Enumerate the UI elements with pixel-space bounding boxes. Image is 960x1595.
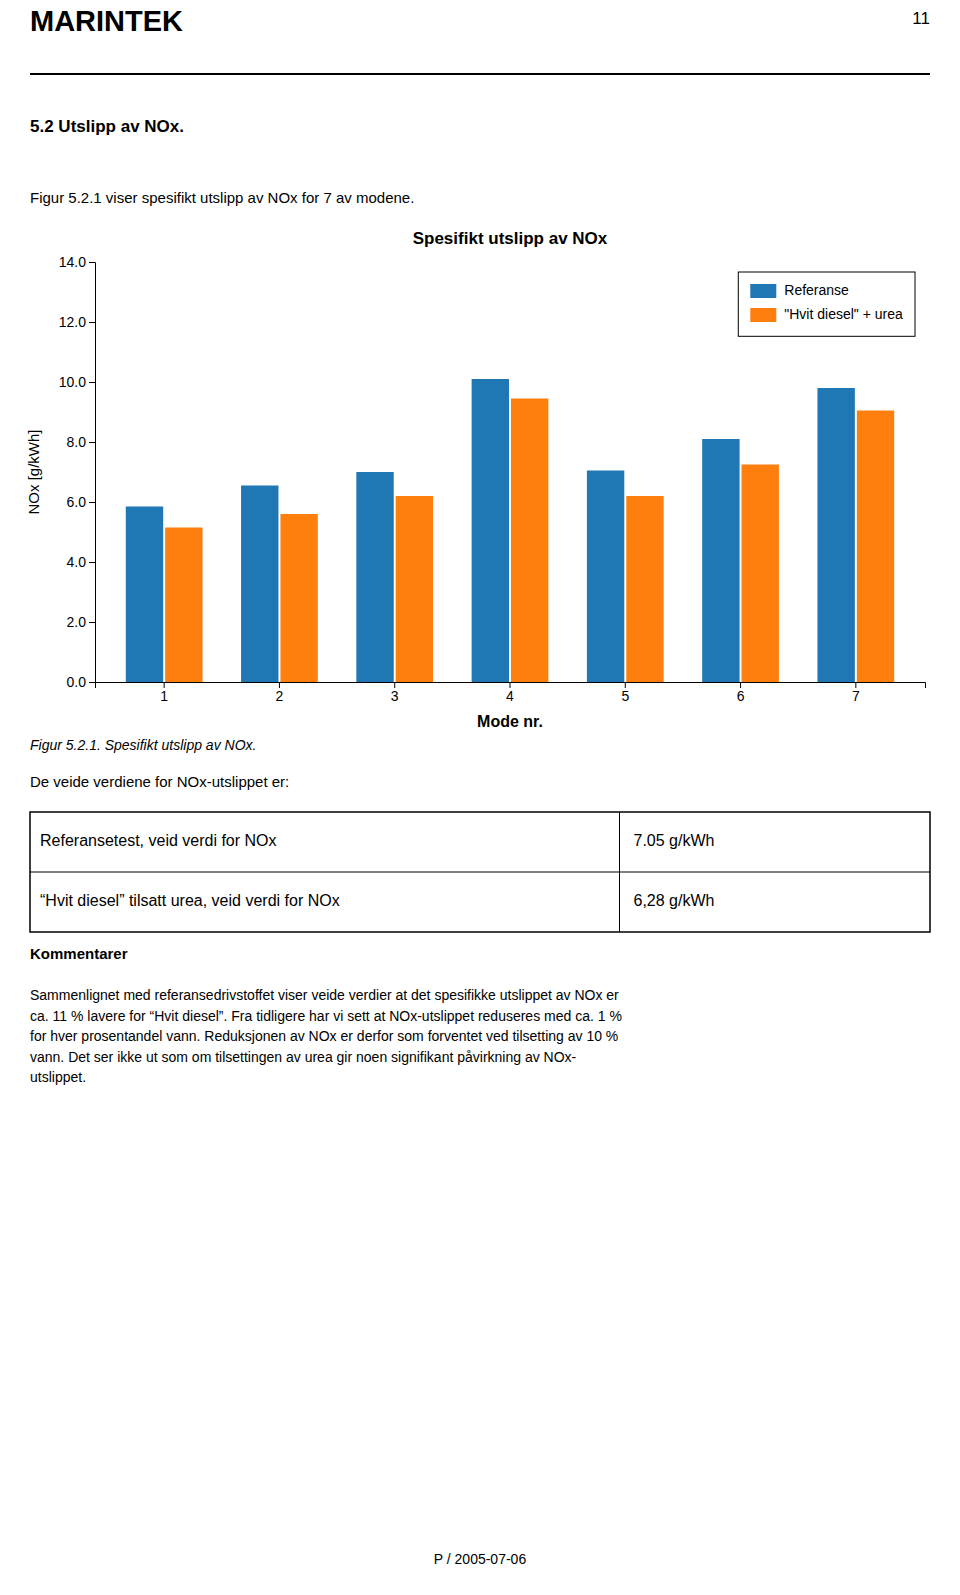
- section-heading: 5.2 Utslipp av NOx.: [30, 117, 184, 136]
- x-tick: 3: [391, 682, 399, 704]
- bar: [472, 379, 509, 682]
- comments-line: Sammenlignet med referansedrivstoffet vi…: [30, 987, 619, 1003]
- legend-swatch: [750, 284, 776, 298]
- y-tick-label: 6.0: [67, 494, 87, 510]
- y-tick-label: 2.0: [67, 614, 87, 630]
- chart-title: Spesifikt utslipp av NOx: [413, 229, 608, 248]
- x-tick-label: 7: [852, 688, 860, 704]
- y-tick: 12.0: [59, 314, 95, 330]
- bars: [126, 379, 894, 682]
- table-value: 7.05 g/kWh: [634, 832, 715, 849]
- y-tick-mark: [89, 262, 95, 263]
- comments-heading: Kommentarer: [30, 945, 128, 962]
- x-axis-title: Mode nr.: [477, 713, 543, 730]
- bar: [857, 411, 894, 683]
- y-tick-mark: [89, 562, 95, 563]
- bar: [165, 528, 202, 683]
- legend-label: "Hvit diesel" + urea: [784, 306, 903, 322]
- y-tick-mark: [89, 622, 95, 623]
- y-axis-line: [89, 263, 96, 683]
- bar: [626, 496, 663, 682]
- header-rule: [30, 73, 930, 75]
- y-tick-label: 14.0: [59, 254, 86, 270]
- y-tick-label: 8.0: [67, 434, 87, 450]
- x-tick: 2: [276, 682, 284, 704]
- x-tick-label: 5: [621, 688, 629, 704]
- comments-line: utslippet.: [30, 1069, 86, 1085]
- x-tick: 7: [852, 682, 860, 704]
- table-value: 6,28 g/kWh: [634, 892, 715, 909]
- table-row-line: [30, 872, 930, 873]
- legend-frame: [738, 272, 915, 336]
- y-tick: 4.0: [67, 554, 95, 570]
- x-tick: 5: [621, 682, 629, 704]
- y-axis: 0.0 2.0 4.0 6.0 8.0 10.0 12.0 14.0: [59, 254, 96, 690]
- series: [126, 379, 855, 682]
- bar: [817, 388, 854, 682]
- x-tick: 6: [737, 682, 745, 704]
- y-tick-mark: [89, 682, 95, 683]
- page-number: 11: [912, 9, 930, 28]
- table-column-line: [619, 812, 620, 932]
- series: [165, 399, 894, 683]
- table-frame: [30, 812, 930, 932]
- page-title: MARINTEK: [30, 5, 183, 37]
- bar: [241, 486, 278, 683]
- legend-swatch: [750, 308, 776, 322]
- y-tick: 0.0: [67, 674, 95, 690]
- y-tick-label: 10.0: [59, 374, 86, 390]
- y-tick: 6.0: [67, 494, 95, 510]
- x-tick-label: 2: [276, 688, 284, 704]
- figure-caption: Figur 5.2.1. Spesifikt utslipp av NOx.: [30, 737, 256, 753]
- page: MARINTEK 11 5.2 Utslipp av NOx. Figur 5.2.1…: [0, 0, 960, 1595]
- x-tick-label: 3: [391, 688, 399, 704]
- y-tick-mark: [89, 442, 95, 443]
- legend-label: Referanse: [784, 282, 849, 298]
- veide-text: De veide verdiene for NOx-utslippet er:: [30, 773, 289, 790]
- x-tick: 1: [160, 682, 168, 704]
- bar: [280, 514, 317, 682]
- comments-line: for hver prosentandel vann. Reduksjonen …: [30, 1028, 618, 1044]
- intro-text: Figur 5.2.1 viser spesifikt utslipp av N…: [30, 189, 414, 206]
- legend-item: Referanse: [750, 282, 849, 298]
- bar: [396, 496, 433, 682]
- y-tick-mark: [89, 322, 95, 323]
- y-tick-label: 12.0: [59, 314, 86, 330]
- bar: [587, 471, 624, 683]
- comments-line: ca. 11 % lavere for “Hvit diesel”. Fra t…: [30, 1008, 622, 1024]
- table-label: “Hvit diesel” tilsatt urea, veid verdi f…: [40, 892, 340, 909]
- footer: P / 2005-07-06: [434, 1551, 527, 1567]
- bar: [511, 399, 548, 683]
- y-tick-label: 4.0: [67, 554, 87, 570]
- y-axis-title: NOx [g/kWh]: [25, 429, 42, 514]
- bar: [742, 465, 779, 683]
- table-label: Referansetest, veid verdi for NOx: [40, 832, 277, 849]
- y-tick: 2.0: [67, 614, 95, 630]
- legend-item: "Hvit diesel" + urea: [750, 306, 903, 322]
- y-tick-label: 0.0: [67, 674, 87, 690]
- bar: [126, 507, 163, 683]
- y-tick: 8.0: [67, 434, 95, 450]
- comments-line: vann. Det ser ikke ut som om tilsettinge…: [30, 1049, 577, 1065]
- x-tick-label: 1: [160, 688, 168, 704]
- y-tick-mark: [89, 382, 95, 383]
- x-tick: 4: [506, 682, 514, 704]
- y-tick: 10.0: [59, 374, 95, 390]
- y-tick-mark: [89, 502, 95, 503]
- x-tick-label: 4: [506, 688, 514, 704]
- y-tick: 14.0: [59, 254, 95, 270]
- chart: 0.0 2.0 4.0 6.0 8.0 10.0 12.0 14.0 1 2 3 4 5 6 7 Refera…: [59, 254, 926, 704]
- x-axis: 1 2 3 4 5 6 7: [96, 682, 926, 704]
- bar: [702, 439, 739, 682]
- bar: [356, 472, 393, 682]
- x-tick-label: 6: [737, 688, 745, 704]
- legend: Referanse "Hvit diesel" + urea: [738, 272, 915, 336]
